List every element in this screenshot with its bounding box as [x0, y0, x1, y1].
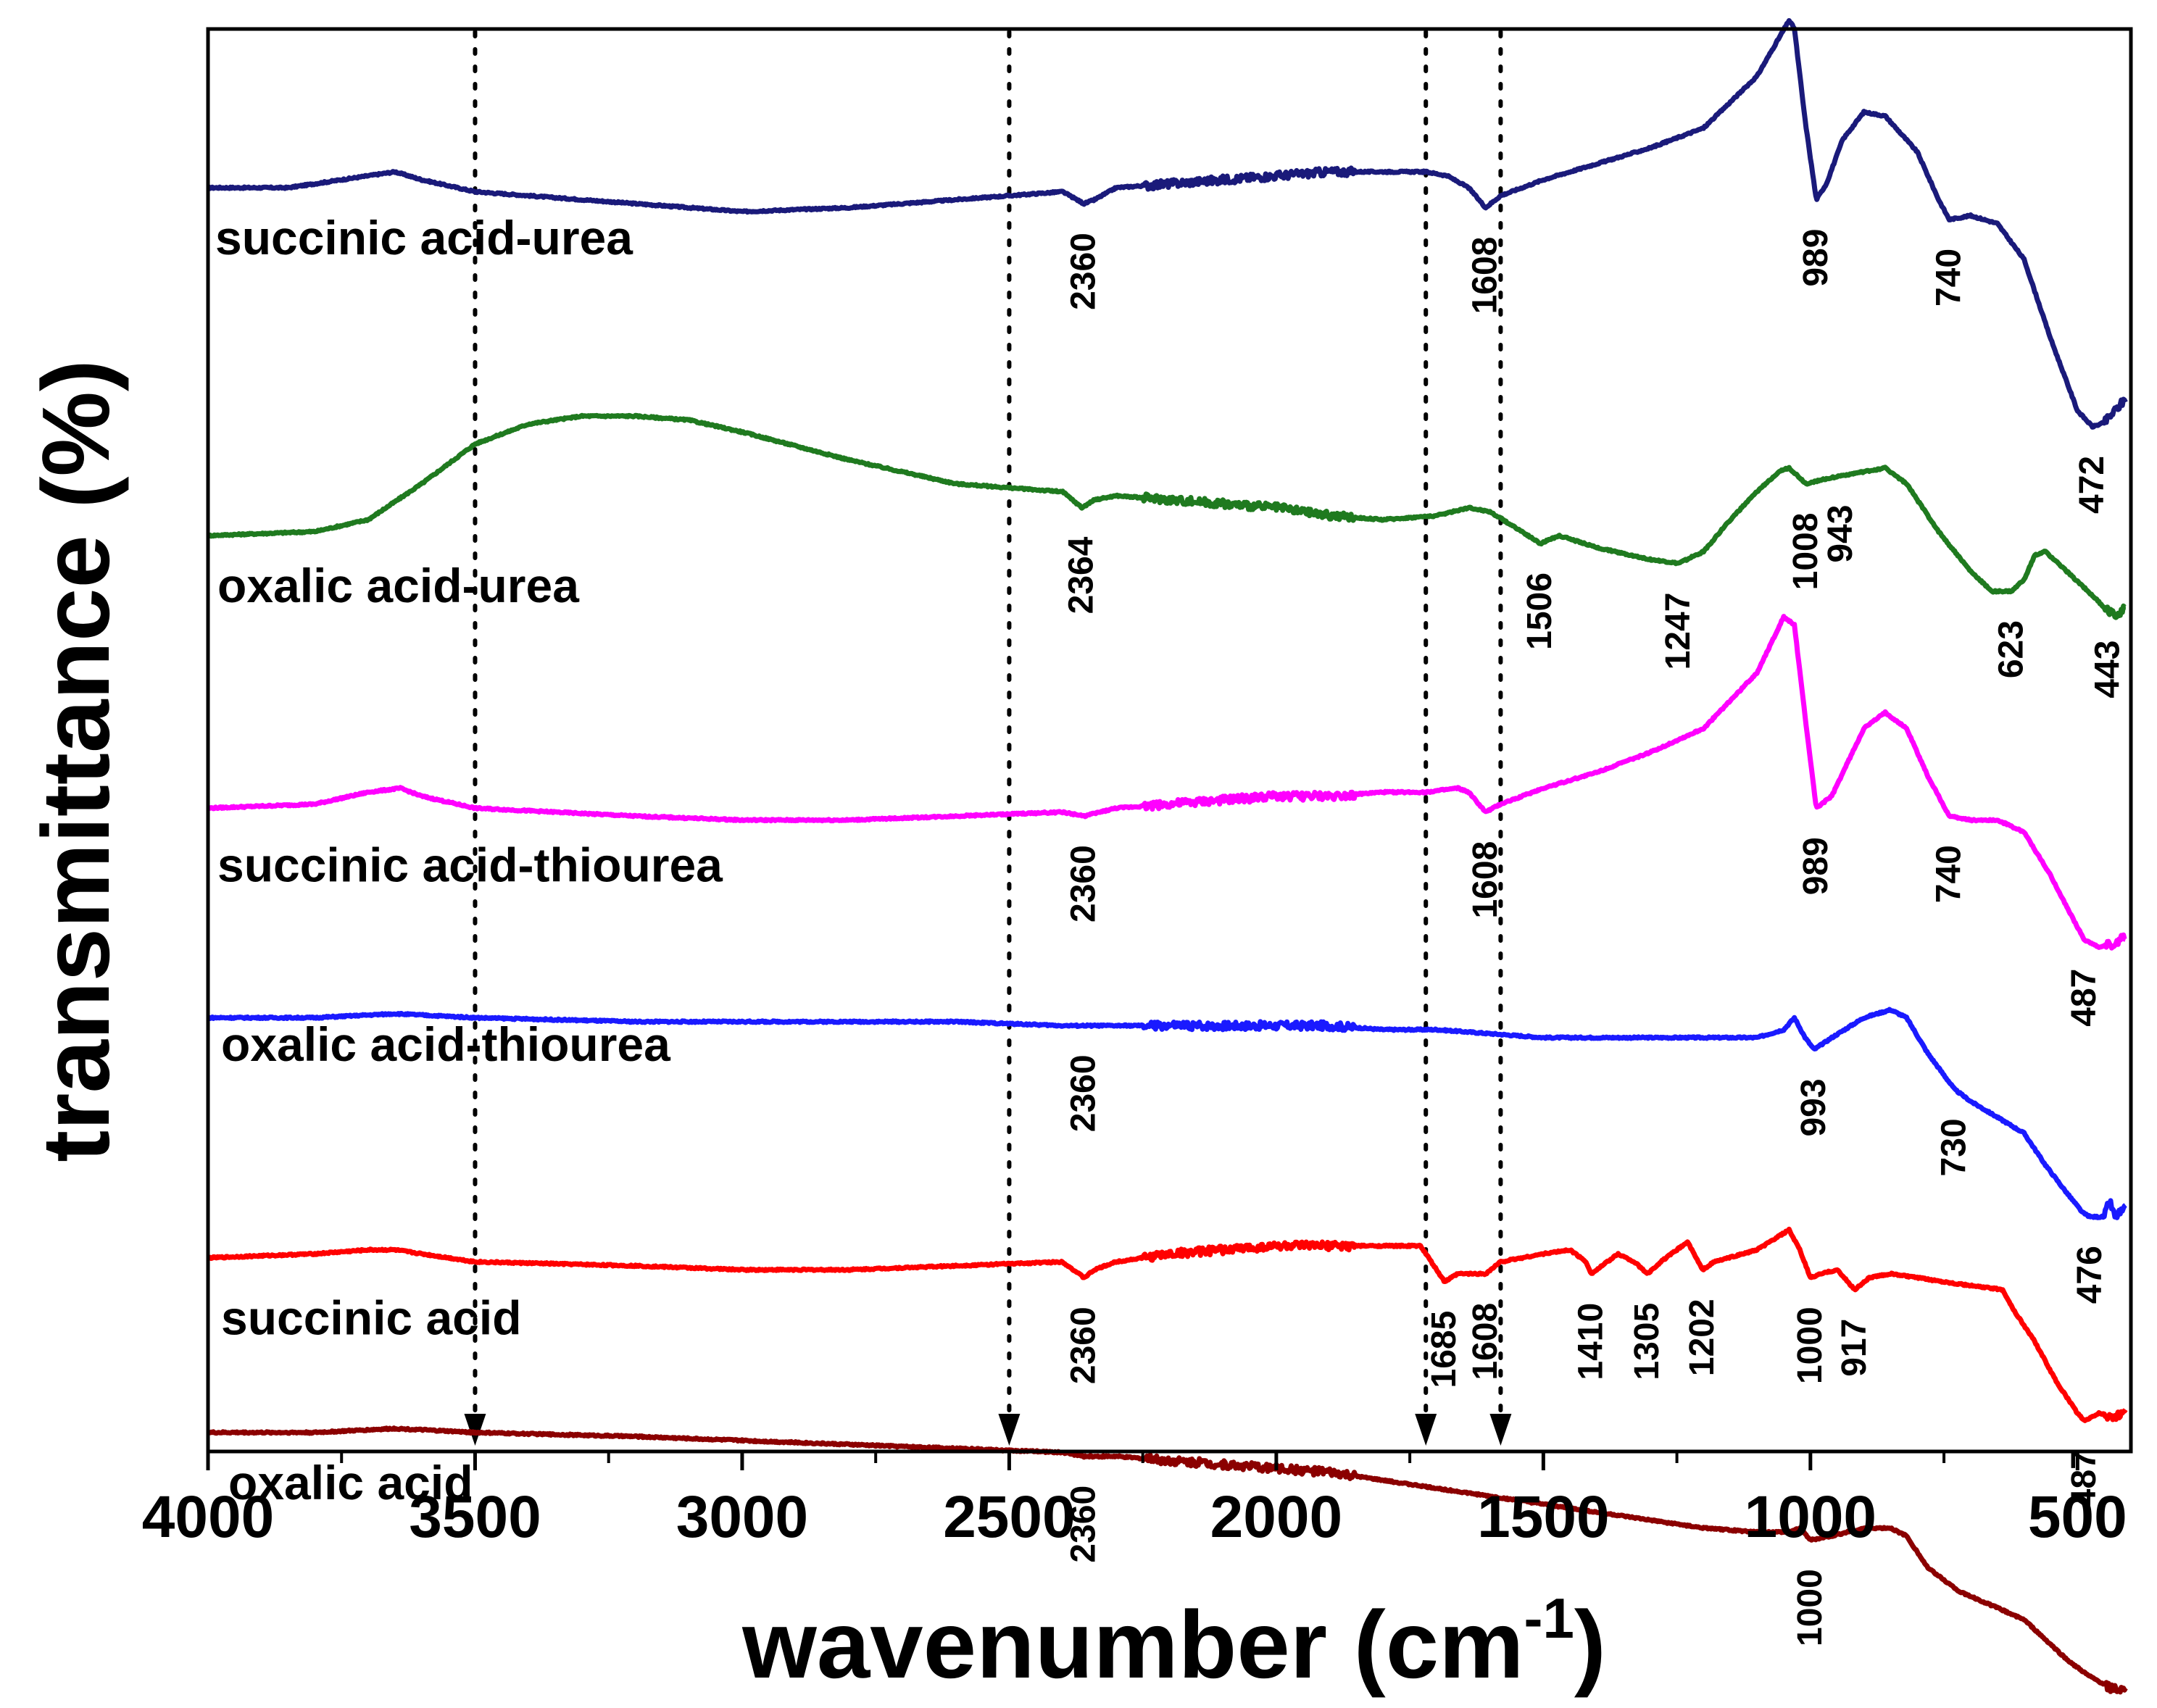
series-line-oxalic-acid — [207, 1425, 2128, 1695]
peak-label-succinic-acid-urea-740: 740 — [1929, 249, 1968, 307]
series-line-succinic-acid-thiourea — [207, 614, 2127, 951]
peak-label-oxalic-acid-urea-623: 623 — [1992, 620, 2031, 678]
peak-label-succinic-acid-thiourea-487: 487 — [2065, 969, 2103, 1027]
reference-arrow-1580 — [1489, 1414, 1512, 1446]
x-tick-label-500: 500 — [2028, 1484, 2127, 1550]
peak-label-succinic-acid-917: 917 — [1835, 1319, 1874, 1377]
peak-label-oxalic-acid-thiourea-730: 730 — [1935, 1118, 1974, 1176]
peak-label-oxalic-acid-urea-1008: 1008 — [1787, 513, 1825, 591]
x-tick-label-2000: 2000 — [1210, 1484, 1342, 1550]
x-axis-ticks: 4000 3500 3000 2500 2000 1500 1000 500 — [142, 1451, 2127, 1550]
peak-label-succinic-acid-thiourea-2360: 2360 — [1065, 845, 1103, 922]
peak-label-oxalic-acid-urea-943: 943 — [1821, 505, 1860, 563]
peak-label-succinic-acid-1685: 1685 — [1425, 1311, 1463, 1388]
plot-frame — [206, 27, 2133, 1454]
reference-arrow-1720 — [1415, 1414, 1437, 1446]
peak-label-succinic-acid-1000: 1000 — [1791, 1307, 1829, 1384]
series-label-oxalic-acid-urea: oxalic acid-urea — [217, 559, 580, 612]
peak-label-succinic-acid-1410: 1410 — [1572, 1303, 1611, 1380]
x-tick-label-2500: 2500 — [943, 1484, 1075, 1550]
peak-label-oxalic-acid-thiourea-993: 993 — [1795, 1078, 1833, 1136]
peak-label-succinic-acid-urea-2360: 2360 — [1065, 233, 1103, 310]
x-axis-title-superscript: -1 — [1524, 1586, 1574, 1650]
y-axis-title: transmittance (%) — [22, 359, 129, 1162]
peak-label-succinic-acid-thiourea-740: 740 — [1929, 845, 1968, 903]
x-tick-label-3000: 3000 — [676, 1484, 808, 1550]
peak-label-succinic-acid-2360: 2360 — [1065, 1307, 1103, 1384]
x-tick-label-4000: 4000 — [142, 1484, 274, 1550]
peak-label-succinic-acid-thiourea-1608: 1608 — [1466, 841, 1505, 919]
peak-label-succinic-acid-thiourea-989: 989 — [1797, 837, 1835, 895]
series-label-oxalic-acid: oxalic acid — [228, 1456, 473, 1509]
series-layer — [206, 18, 2128, 1695]
series-label-succinic-acid: succinic acid — [221, 1291, 522, 1345]
series-line-succinic-acid — [207, 1226, 2128, 1423]
peak-label-succinic-acid-urea-989: 989 — [1797, 229, 1835, 287]
series-label-succinic-acid-thiourea: succinic acid-thiourea — [217, 838, 723, 891]
reference-arrow-3500 — [464, 1414, 486, 1446]
peak-label-oxalic-acid-2360: 2360 — [1065, 1486, 1103, 1563]
reference-lines — [464, 30, 1512, 1446]
x-tick-label-1500: 1500 — [1477, 1484, 1609, 1550]
series-label-oxalic-acid-thiourea: oxalic acid-thiourea — [221, 1017, 671, 1071]
peak-label-succinic-acid-urea-472: 472 — [2073, 456, 2111, 514]
series-line-succinic-acid-urea — [207, 18, 2128, 430]
x-axis-title: wavenumber (cm-1) — [741, 1586, 1606, 1698]
reference-arrow-2500 — [998, 1414, 1021, 1446]
peak-label-oxalic-acid-urea-2364: 2364 — [1063, 536, 1101, 614]
series-labels: succinic acid-urea oxalic acid-urea succin… — [215, 211, 723, 1509]
series-line-oxalic-acid-urea — [206, 412, 2127, 620]
peak-label-succinic-acid-1202: 1202 — [1683, 1299, 1721, 1376]
peak-label-succinic-acid-urea-1608: 1608 — [1466, 237, 1505, 314]
peak-label-succinic-acid-487: 487 — [2065, 1450, 2103, 1508]
x-axis-title-suffix: ) — [1574, 1591, 1606, 1698]
x-tick-label-1000: 1000 — [1745, 1484, 1877, 1550]
peak-label-oxalic-acid-thiourea-476: 476 — [2071, 1246, 2109, 1304]
x-tick-label-3500: 3500 — [409, 1484, 541, 1550]
peak-label-succinic-acid-1608: 1608 — [1466, 1303, 1505, 1380]
series-label-succinic-acid-urea: succinic acid-urea — [215, 211, 633, 264]
series-line-oxalic-acid-thiourea — [207, 1007, 2127, 1220]
peak-label-succinic-acid-1305: 1305 — [1628, 1303, 1666, 1380]
peak-label-oxalic-acid-thiourea-2360: 2360 — [1065, 1054, 1103, 1132]
peak-label-oxalic-acid-urea-1247: 1247 — [1659, 593, 1697, 670]
peak-label-oxalic-acid-urea-443: 443 — [2088, 640, 2127, 698]
peak-label-oxalic-acid-1000: 1000 — [1791, 1569, 1829, 1646]
x-axis-title-main: wavenumber (cm — [741, 1591, 1524, 1698]
peak-label-oxalic-acid-urea-1506: 1506 — [1521, 572, 1559, 650]
